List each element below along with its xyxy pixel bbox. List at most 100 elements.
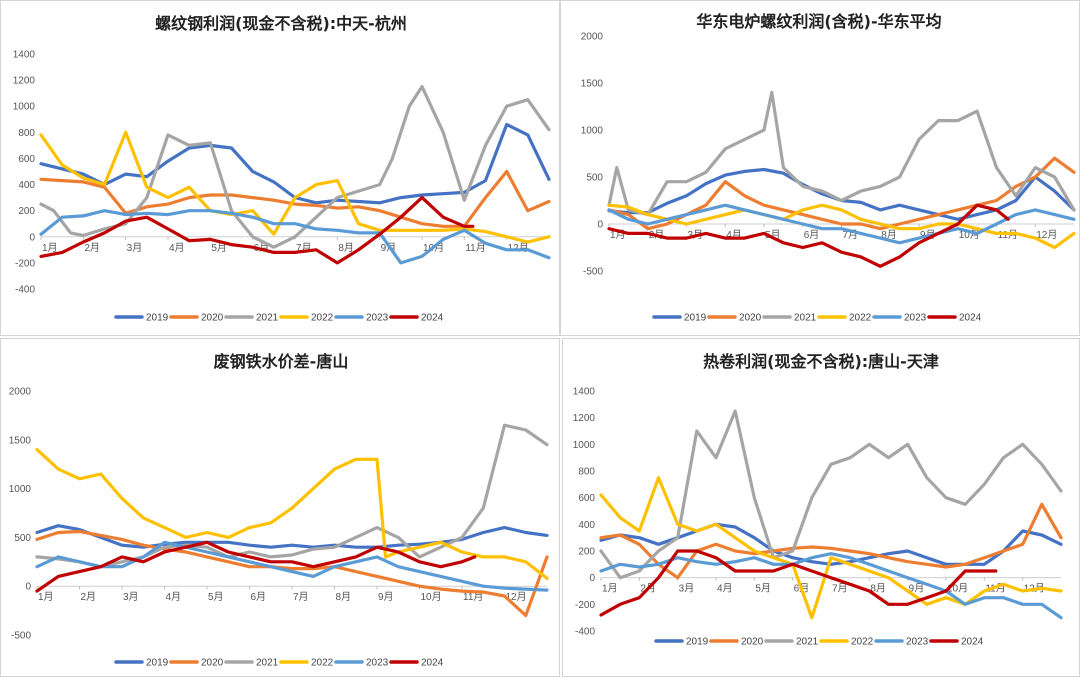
x-tick-label: 4月 [717,583,733,595]
series-line-2020 [599,502,1063,580]
y-tick-label: 1500 [581,79,604,90]
series-line-2023 [35,540,549,592]
x-tick-label: 3月 [123,591,139,603]
series-line-2021 [35,423,549,569]
y-tick-label: 2000 [581,32,604,43]
chart-rebar-profit: 螺纹钢利润(现金不含税):中天-杭州 1400 1200 1000 800 600 400 2… [13,14,551,324]
y-tick-label: 1000 [573,440,596,451]
x-tick-label: 12月 [508,242,529,254]
series-line-2024 [599,549,998,617]
legend-label: 2024 [961,637,984,648]
chart-panel-rebar-profit: 螺纹钢利润(现金不含税):中天-杭州 1400 1200 1000 800 600 400 2… [0,0,560,336]
y-tick-label: 800 [578,467,595,478]
x-tick-label: 5月 [211,242,227,254]
chart-panel-eaf-rebar-profit: 华东电炉螺纹利润(含税)-华东平均 2000 1500 1000 500 0 -500 1月 2… [560,0,1080,336]
legend-label: 2023 [366,313,389,324]
y-tick-label: 500 [14,533,31,544]
x-tick-label: 8月 [870,583,886,595]
chart-title: 废钢铁水价差-唐山 [214,352,349,371]
y-tick-label: 1400 [13,50,36,61]
legend-label: 2024 [421,658,444,669]
y-tick-label: 400 [18,180,35,191]
y-tick-label: 0 [25,582,31,593]
chart-title: 华东电炉螺纹利润(含税)-华东平均 [696,12,941,31]
series-line-2023 [599,552,1063,620]
y-tick-label: 600 [578,493,595,504]
x-tick-label: 1月 [42,242,58,254]
y-tick-label: -200 [575,600,595,611]
y-tick-label: -400 [575,627,595,638]
x-tick-label: 4月 [169,242,185,254]
x-tick-label: 3月 [679,583,695,595]
series-line-2023 [39,209,551,265]
x-tick-label: 1月 [602,583,618,595]
legend-label: 2023 [906,637,929,648]
x-tick-label: 2月 [84,242,100,254]
legend-label: 2023 [904,313,927,324]
legend-label: 2023 [366,658,389,669]
y-tick-label: 500 [586,173,603,184]
x-tick-label: 5月 [208,591,224,603]
x-tick-label: 12月 [1036,229,1057,241]
legend-label: 2024 [421,313,444,324]
y-tick-label: 1400 [573,387,596,398]
y-tick-label: 200 [578,547,595,558]
y-tick-label: 0 [589,573,595,584]
x-tick-label: 4月 [166,591,182,603]
legend-label: 2019 [146,313,169,324]
series-line-2024 [35,540,477,593]
y-tick-label: -400 [15,285,35,296]
series-line-2022 [607,203,1076,250]
series-line-2019 [35,524,549,549]
x-tick-label: 5月 [755,583,771,595]
x-tick-label: 11月 [463,591,483,603]
chart-scrap-hotmetal-spread: 废钢铁水价差-唐山 2000 1500 1000 500 0 -500 1月 2月 3月 4月 5月 6… [9,352,549,669]
series-line-2021 [607,90,1076,217]
x-tick-label: 11月 [465,242,485,254]
series-line-2023 [607,203,1076,245]
y-tick-label: -200 [15,258,35,269]
series-line-2019 [39,122,551,205]
legend-label: 2020 [741,637,764,648]
y-tick-label: 1200 [573,413,596,424]
x-tick-label: 9月 [378,591,394,603]
x-tick-label: 6月 [804,229,820,241]
x-tick-label: 10月 [421,591,442,603]
x-tick-label: 7月 [832,583,848,595]
chart-panel-hrc-profit: 热卷利润(现金不含税):唐山-天津 1400 1200 1000 800 600 400 20… [562,338,1080,677]
x-tick-label: 2月 [81,591,97,603]
y-tick-label: 1000 [13,102,36,113]
x-tick-label: 1月 [38,591,54,603]
legend-label: 2019 [684,313,707,324]
legend-label: 2024 [959,313,982,324]
y-tick-label: 600 [18,154,35,165]
legend-label: 2022 [849,313,872,324]
x-tick-label: 7月 [293,591,309,603]
legend-label: 2020 [201,313,224,324]
y-tick-label: 2000 [9,387,32,398]
y-tick-label: 1000 [9,484,32,495]
y-tick-label: 200 [18,206,35,217]
x-tick-label: 8月 [336,591,352,603]
x-tick-label: 9月 [909,583,925,595]
legend-label: 2022 [851,637,874,648]
x-tick-label: 8月 [338,242,354,254]
series-line-2020 [35,529,549,618]
y-tick-label: 400 [578,520,595,531]
series-line-2024 [607,203,1010,268]
y-tick-label: 800 [18,128,35,139]
series-line-2022 [35,447,549,580]
legend-label: 2021 [256,658,279,669]
legend-label: 2022 [311,658,334,669]
y-tick-label: 0 [29,232,35,243]
y-tick-label: 0 [597,220,603,231]
legend-label: 2022 [311,313,334,324]
chart-panel-scrap-hotmetal-spread: 废钢铁水价差-唐山 2000 1500 1000 500 0 -500 1月 2月 3月 4月 5月 6… [0,338,560,677]
series-line-2022 [599,476,1063,620]
series-line-2021 [599,409,1063,580]
legend-label: 2019 [146,658,169,669]
y-tick-label: 1500 [9,435,32,446]
x-tick-label: 3月 [127,242,143,254]
chart-title: 热卷利润(现金不含税):唐山-天津 [703,352,939,371]
y-tick-label: -500 [583,267,603,278]
